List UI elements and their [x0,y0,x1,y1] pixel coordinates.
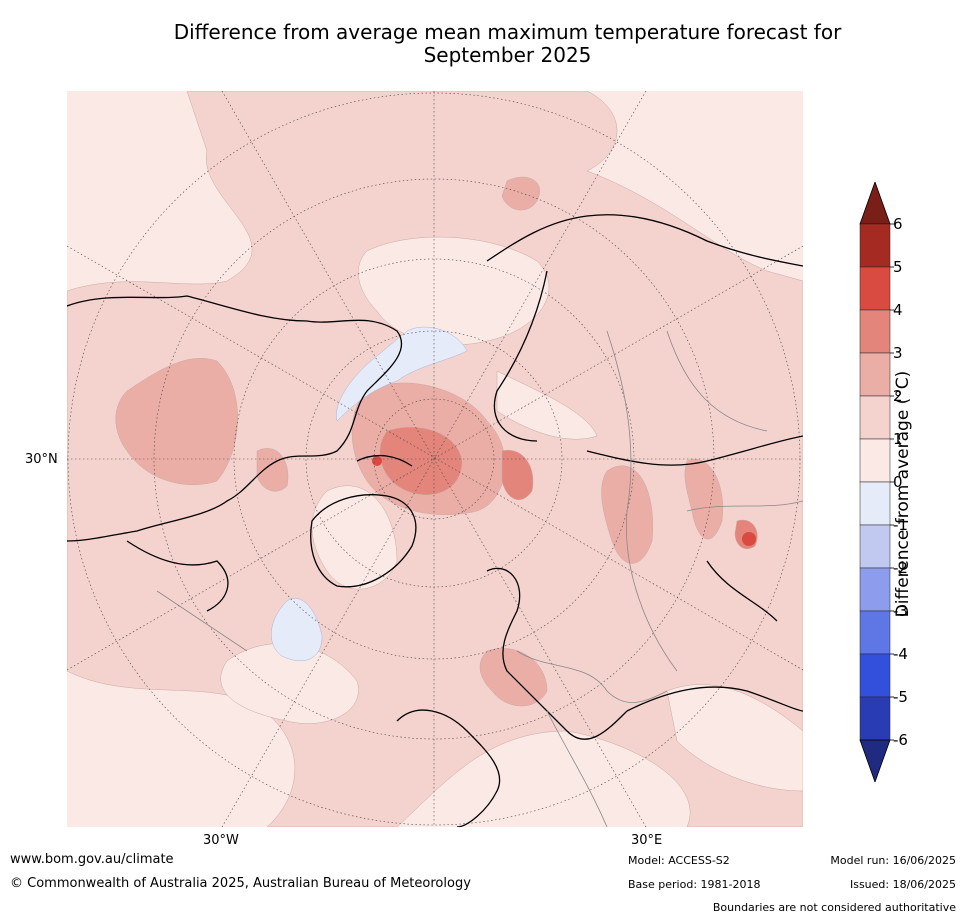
copyright-text: © Commonwealth of Australia 2025, Austra… [10,876,471,891]
colorbar-segment [859,395,891,440]
chart-title: Difference from average mean maximum tem… [60,21,955,67]
colorbar-segment [859,266,891,311]
title-line-1: Difference from average mean maximum tem… [173,20,842,44]
latitude-label-30n: 30°N [25,452,58,467]
colorbar-segment [859,567,891,612]
colorbar-segment [859,610,891,655]
model-text: Model: ACCESS-S2 [628,854,730,867]
base-period-text: Base period: 1981-2018 [628,878,761,891]
forecast-map[interactable] [67,91,803,827]
colorbar-segment [859,524,891,569]
colorbar-tick-label: -6 [893,731,908,749]
colorbar-tick-label: -2 [893,559,908,577]
longitude-label-30e: 30°E [631,833,663,848]
colorbar-segment [859,653,891,698]
colorbar-tick-label: -4 [893,645,908,663]
website-link[interactable]: www.bom.gov.au/climate [10,852,174,867]
longitude-label-30w: 30°W [203,833,239,848]
colorbar-tick-label: 2 [893,387,903,405]
colorbar-tick-label: 6 [893,215,903,233]
anomaly-region-near-average [220,236,803,792]
colorbar-tick-label: 5 [893,258,903,276]
colorbar-tick-label: 3 [893,344,903,362]
colorbar-segment [859,481,891,526]
colorbar-tick-label: -3 [893,602,908,620]
anomaly-region-minus-0-1 [271,326,468,662]
model-run-text: Model run: 16/06/2025 [830,854,956,867]
colorbar-tick-label: -5 [893,688,908,706]
country-borders [156,330,803,827]
colorbar-tick-label: -1 [893,516,908,534]
title-line-2: September 2025 [423,43,592,67]
coastlines [67,214,803,827]
colorbar-segment [859,309,891,354]
colorbar-extend-bottom [859,739,891,784]
issued-text: Issued: 18/06/2025 [849,878,956,891]
colorbar-segment [859,352,891,397]
colorbar-tick-label: 1 [893,430,903,448]
anomaly-region-plus-4-5 [372,456,756,546]
colorbar-tick-label: 0 [893,473,903,491]
colorbar-segment [859,438,891,483]
colorbar-tick-label: 4 [893,301,903,319]
colorbar-label: Difference from average (°C) [893,370,913,618]
colorbar-segment [859,223,891,268]
colorbar-segment [859,696,891,741]
colorbar-extend-top [859,180,891,225]
colorbar: 6 5 4 3 2 1 0 -1 -2 -3 -4 -5 -6 [858,180,948,784]
disclaimer-text: Boundaries are not considered authoritat… [712,901,956,914]
